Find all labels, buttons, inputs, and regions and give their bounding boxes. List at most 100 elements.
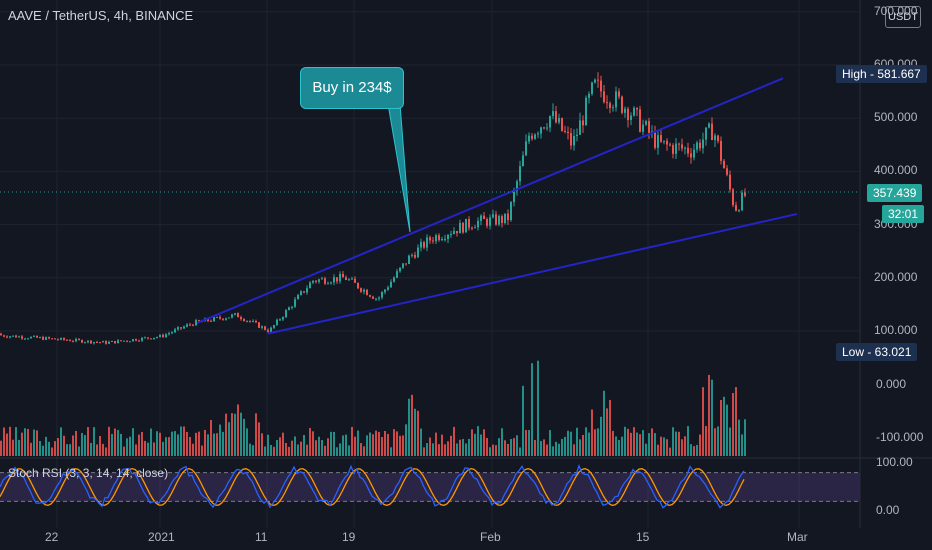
- volume-bar: [645, 443, 647, 456]
- volume-bar: [585, 427, 587, 456]
- volume-bar: [714, 428, 716, 456]
- volume-bar: [180, 426, 182, 456]
- candle: [69, 340, 71, 342]
- trendlines: [196, 77, 798, 335]
- candle: [714, 135, 716, 141]
- volume-bar: [96, 444, 98, 456]
- volume-bar: [462, 439, 464, 456]
- volume-bar: [522, 385, 524, 456]
- candle: [354, 278, 356, 283]
- volume-bar: [603, 390, 605, 456]
- candles: [0, 72, 746, 345]
- candle: [423, 242, 425, 248]
- volume-bar: [579, 439, 581, 456]
- currency-button[interactable]: USDT: [885, 6, 921, 28]
- volume-bar: [375, 430, 377, 456]
- candle: [90, 340, 92, 344]
- volume-bar: [138, 434, 140, 456]
- volume-bar: [270, 444, 272, 456]
- volume-bar: [327, 438, 329, 456]
- volume-bar: [519, 447, 521, 456]
- rsi-tick-label: 100.00: [876, 455, 913, 469]
- volume-bar: [90, 442, 92, 456]
- volume-bar: [165, 437, 167, 456]
- volume-bar: [555, 441, 557, 456]
- candle: [336, 277, 338, 282]
- candle: [66, 339, 68, 341]
- volume-bar: [405, 424, 407, 456]
- candle: [54, 338, 56, 340]
- volume-bar: [639, 434, 641, 456]
- volume-bar: [156, 431, 158, 456]
- candle: [612, 107, 614, 109]
- volume-bar: [735, 387, 737, 456]
- candle: [654, 131, 656, 148]
- volume-bar: [546, 444, 548, 456]
- candle: [366, 289, 368, 296]
- candle: [18, 336, 20, 338]
- candle: [729, 174, 731, 190]
- volume-bar: [291, 440, 293, 456]
- buy-callout[interactable]: Buy in 234$: [300, 67, 404, 109]
- candle: [711, 123, 713, 141]
- volume-bar: [684, 436, 686, 456]
- candle: [681, 144, 683, 149]
- candle: [543, 127, 545, 129]
- candle: [108, 341, 110, 344]
- volume-bar: [246, 428, 248, 456]
- volume-bar: [651, 428, 653, 456]
- volume-bar: [558, 443, 560, 456]
- candle: [669, 144, 671, 146]
- volume-bar: [15, 427, 17, 456]
- candle: [525, 141, 527, 156]
- volume-bar: [699, 434, 701, 456]
- volume-bar: [243, 418, 245, 456]
- volume-bar: [744, 419, 746, 456]
- volume-bar: [171, 431, 173, 456]
- volume-bar: [321, 440, 323, 456]
- candle: [264, 326, 266, 330]
- volume-bar: [84, 435, 86, 456]
- volume-bar: [177, 434, 179, 456]
- candle: [672, 145, 674, 154]
- candle: [522, 155, 524, 167]
- candle: [399, 267, 401, 272]
- volume-bar: [300, 441, 302, 456]
- candle: [498, 216, 500, 225]
- volume-bar: [240, 412, 242, 456]
- volume-bar: [105, 447, 107, 456]
- candle: [210, 320, 212, 322]
- volume-bar: [396, 431, 398, 456]
- candle: [402, 263, 404, 268]
- candle: [708, 123, 710, 128]
- candle: [231, 314, 233, 318]
- volume-bar: [456, 443, 458, 456]
- volume-bar: [468, 438, 470, 456]
- candle: [678, 143, 680, 145]
- volume-bar: [729, 427, 731, 456]
- candle: [459, 222, 461, 234]
- volume-bar: [534, 439, 536, 456]
- candle: [663, 140, 665, 142]
- candle: [123, 340, 125, 342]
- candle: [159, 334, 161, 338]
- volume-bar: [411, 394, 413, 456]
- volume-bar: [642, 430, 644, 456]
- candle: [144, 337, 146, 339]
- candle: [627, 108, 629, 120]
- volume-bar: [627, 428, 629, 456]
- volume-bar: [402, 435, 404, 456]
- stoch-k-line: [0, 463, 745, 509]
- candle: [273, 325, 275, 328]
- volume-bar: [417, 410, 419, 456]
- candle: [699, 142, 701, 149]
- volume-bar: [264, 446, 266, 456]
- candle: [27, 338, 29, 340]
- candle: [150, 338, 152, 340]
- candle: [267, 329, 269, 332]
- candle: [48, 337, 50, 339]
- time-tick-label: Mar: [787, 530, 808, 544]
- candle: [93, 342, 95, 344]
- candle: [282, 317, 284, 320]
